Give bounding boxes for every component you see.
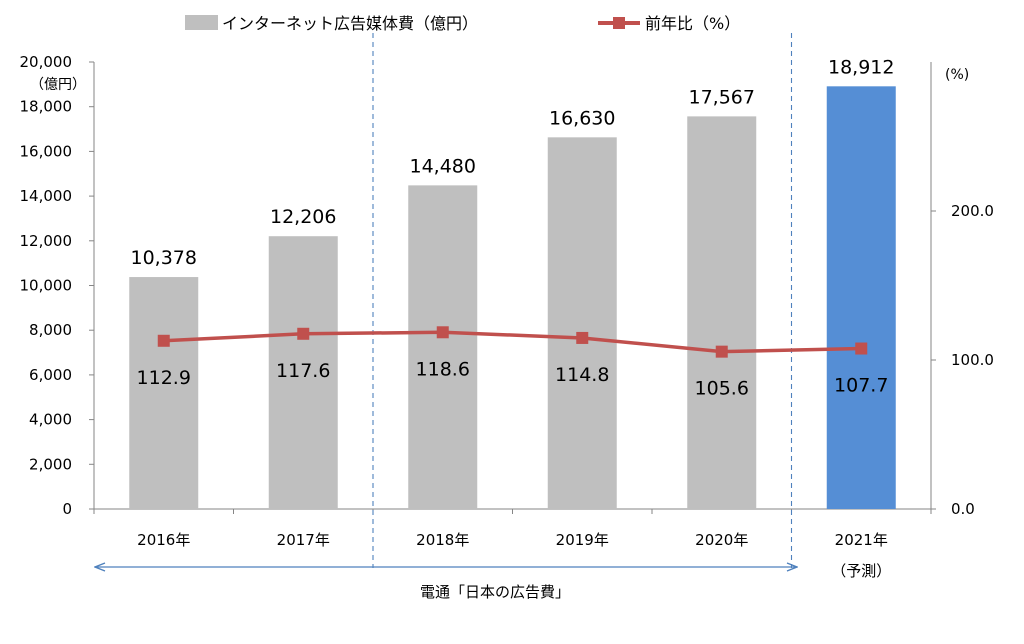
bar-series bbox=[129, 86, 896, 509]
bar-value-label: 12,206 bbox=[270, 206, 336, 228]
category-labels: 2016年 2017年 2018年 2019年 2020年 2021年 （予測） bbox=[137, 531, 891, 580]
category-note: （予測） bbox=[831, 562, 891, 580]
ratio-value-label: 117.6 bbox=[276, 360, 330, 382]
category-label: 2018年 bbox=[416, 531, 469, 549]
bar bbox=[687, 116, 757, 509]
ratio-point bbox=[855, 342, 868, 355]
ratio-line-series bbox=[157, 326, 868, 358]
legend-line-label: 前年比（%） bbox=[645, 14, 740, 33]
category-label: 2020年 bbox=[695, 531, 748, 549]
ratio-line bbox=[163, 330, 862, 354]
y-left-unit: （億円） bbox=[30, 77, 86, 93]
category-label: 2021年 bbox=[835, 531, 888, 549]
ratio-point bbox=[436, 326, 449, 339]
y-right-tick-label: 200.0 bbox=[951, 202, 994, 220]
y-right-tick-label: 100.0 bbox=[951, 351, 994, 369]
y-left-tick-label: 12,000 bbox=[20, 232, 73, 250]
legend-bar-label: インターネット広告媒体費（億円） bbox=[222, 14, 478, 33]
bar-value-label: 14,480 bbox=[410, 155, 476, 177]
bar-value-label: 18,912 bbox=[828, 56, 894, 78]
y-left-tick-label: 6,000 bbox=[29, 366, 72, 384]
y-right-unit: (%) bbox=[945, 67, 969, 83]
y-left-tick-label: 2,000 bbox=[29, 455, 72, 473]
y-left-tick-label: 18,000 bbox=[20, 98, 73, 116]
y-left-tick-label: 4,000 bbox=[29, 411, 72, 429]
source-note: 電通「日本の広告費」 bbox=[420, 583, 570, 601]
category-label: 2017年 bbox=[277, 531, 330, 549]
bar bbox=[408, 185, 478, 509]
legend-bar-swatch bbox=[185, 15, 218, 30]
ratio-value-label: 118.6 bbox=[416, 358, 470, 380]
legend-line-marker bbox=[613, 17, 625, 29]
axis-ticks: 0 2,000 4,000 6,000 8,000 10,000 12,000 14,000 1… bbox=[20, 53, 994, 518]
legend: インターネット広告媒体費（億円） 前年比（%） bbox=[185, 14, 740, 33]
ratio-point bbox=[576, 331, 589, 344]
data-labels: 10,378 12,206 14,480 16,630 17,567 18,912 112.… bbox=[131, 56, 895, 399]
period-dividers bbox=[372, 33, 793, 568]
ratio-value-label: 112.9 bbox=[137, 367, 191, 389]
y-right-tick-label: 0.0 bbox=[951, 500, 975, 518]
ratio-value-label: 114.8 bbox=[555, 364, 609, 386]
bar bbox=[547, 137, 617, 509]
ratio-point bbox=[297, 327, 310, 340]
ratio-point bbox=[715, 345, 728, 358]
ratio-point bbox=[157, 334, 170, 347]
category-label: 2016年 bbox=[137, 531, 190, 549]
y-left-tick-label: 20,000 bbox=[20, 53, 73, 71]
y-left-tick-label: 0 bbox=[62, 500, 72, 518]
category-label: 2019年 bbox=[556, 531, 609, 549]
bar bbox=[826, 86, 896, 509]
bar-value-label: 10,378 bbox=[131, 247, 197, 269]
bar-value-label: 17,567 bbox=[689, 86, 755, 108]
ratio-value-label: 105.6 bbox=[695, 378, 749, 400]
bar bbox=[268, 236, 338, 509]
y-left-tick-label: 8,000 bbox=[29, 321, 72, 339]
y-left-tick-label: 10,000 bbox=[20, 277, 73, 295]
bar bbox=[129, 277, 199, 509]
y-left-tick-label: 16,000 bbox=[20, 142, 73, 160]
ratio-value-label: 107.7 bbox=[834, 375, 888, 397]
y-left-tick-label: 14,000 bbox=[20, 187, 73, 205]
bar-value-label: 16,630 bbox=[549, 107, 615, 129]
